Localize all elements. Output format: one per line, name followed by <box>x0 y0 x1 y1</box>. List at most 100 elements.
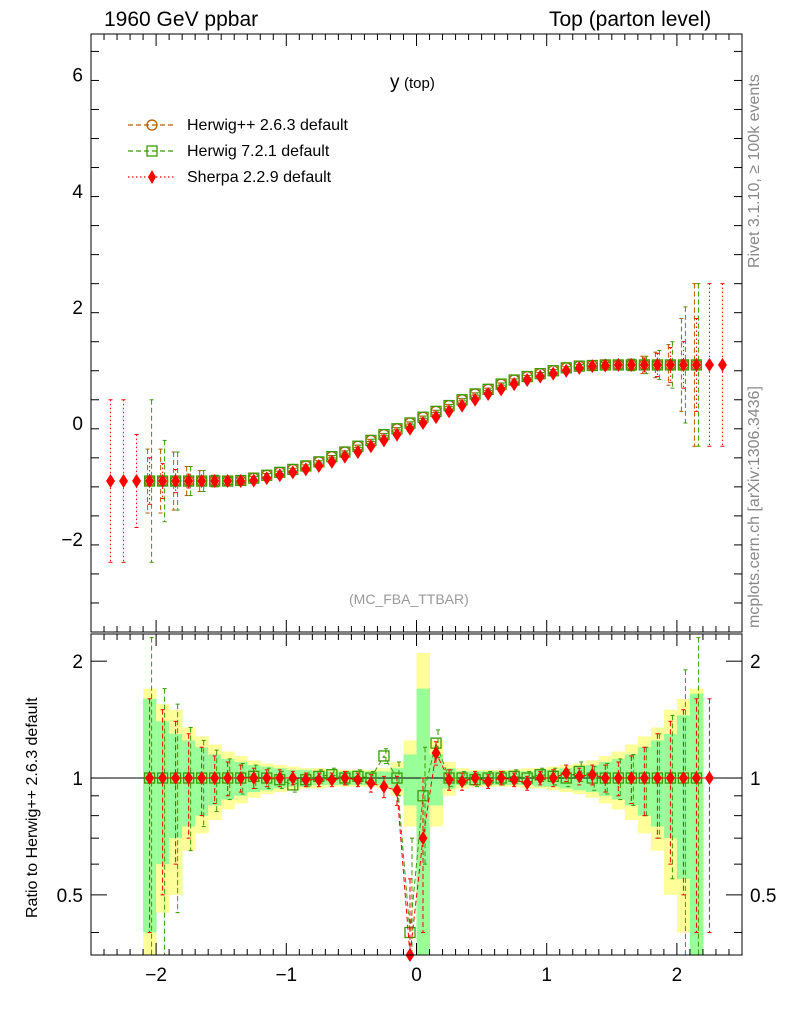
legend-label-herwigpp: Herwig++ 2.6.3 default <box>187 117 349 134</box>
ratio-herwig7-point <box>391 772 403 784</box>
x-tick-label: 1 <box>541 965 552 986</box>
sherpa-point <box>184 474 194 489</box>
sherpa-point <box>106 474 116 489</box>
ratio-sherpa-point <box>483 774 493 789</box>
sherpa-point <box>340 449 350 464</box>
ratio-sherpa-point <box>639 771 649 786</box>
main-title-sub: (top) <box>404 75 435 92</box>
main-y-tick-label: 6 <box>72 66 83 87</box>
sherpa-point <box>561 363 571 378</box>
axes: −2 −1 0 1 2 −2 0 2 4 6 0.5 0.5 1 1 2 2 <box>57 33 776 986</box>
main-y-tick-label: 4 <box>72 182 83 203</box>
sherpa-point <box>691 357 701 372</box>
x-tick-label: 0 <box>411 965 422 986</box>
sherpa-point <box>262 471 272 486</box>
sherpa-point <box>392 427 402 442</box>
legend: Herwig++ 2.6.3 default Herwig 7.2.1 defa… <box>128 117 349 186</box>
ratio-sherpa-point <box>691 771 701 786</box>
sherpa-point <box>470 392 480 407</box>
sherpa-point <box>509 377 519 392</box>
main-y-tick-label: −2 <box>61 530 83 551</box>
ratio-sherpa-point <box>249 771 259 786</box>
ratio-y-tick-label-right: 1 <box>750 769 761 790</box>
main-title: y <box>390 72 400 93</box>
sherpa-point <box>665 357 675 372</box>
sherpa-point <box>223 474 233 489</box>
ratio-y-tick-label: 0.5 <box>57 886 83 907</box>
ratio-sherpa-point <box>496 771 506 786</box>
ratio-sherpa-point <box>678 771 688 786</box>
ratio-sherpa-point <box>223 771 233 786</box>
sherpa-point <box>535 369 545 384</box>
sherpa-point <box>379 433 389 448</box>
sherpa-point <box>431 410 441 425</box>
ratio-sherpa-point <box>145 771 155 786</box>
sherpa-point <box>574 360 584 375</box>
watermark: (MC_FBA_TTBAR) <box>349 591 469 607</box>
legend-entry-herwig7: Herwig 7.2.1 default <box>128 143 330 160</box>
ratio-sherpa-point <box>626 771 636 786</box>
legend-marker-square <box>146 145 158 157</box>
sherpa-point <box>639 357 649 372</box>
sherpa-point <box>587 359 597 374</box>
ratio-sherpa-point <box>158 771 168 786</box>
ratio-sherpa-point <box>600 771 610 786</box>
ratio-sherpa-point <box>704 771 714 786</box>
header-left: 1960 GeV ppbar <box>104 8 259 31</box>
ratio-y-tick-label: 1 <box>72 769 83 790</box>
ratio-sherpa-point <box>327 772 337 787</box>
sherpa-point <box>678 357 688 372</box>
sherpa-point <box>327 454 337 469</box>
ratio-sherpa-point <box>561 766 571 781</box>
sherpa-point <box>366 439 376 454</box>
ratio-sherpa-point <box>379 779 389 794</box>
sherpa-point <box>275 468 285 483</box>
ratio-band-green <box>403 754 417 806</box>
ratio-band-green <box>429 754 444 806</box>
ratio-sherpa-point <box>210 771 220 786</box>
ratio-y-tick-label-right: 0.5 <box>750 886 776 907</box>
ratio-sherpa-point <box>392 783 402 798</box>
ratio-sherpa-point <box>275 771 285 786</box>
ratio-sherpa-point <box>366 776 376 791</box>
ratio-sherpa-point <box>548 771 558 786</box>
sherpa-point <box>314 458 324 473</box>
ratio-sherpa-point <box>665 771 675 786</box>
sherpa-point <box>119 474 129 489</box>
sherpa-point <box>444 404 454 419</box>
sherpa-point <box>652 357 662 372</box>
ratio-sherpa-point <box>587 767 597 782</box>
ratio-sherpa-point <box>535 771 545 786</box>
ratio-sherpa-point <box>574 769 584 784</box>
sherpa-point <box>158 474 168 489</box>
x-tick-label: −1 <box>275 965 297 986</box>
legend-entry-herwigpp: Herwig++ 2.6.3 default <box>128 117 349 134</box>
sherpa-point <box>704 357 714 372</box>
legend-marker-diamond <box>148 170 156 184</box>
ratio-sherpa-point <box>353 772 363 787</box>
main-y-tick-label: 2 <box>72 298 83 319</box>
ratio-sherpa-point <box>236 771 246 786</box>
sherpa-point <box>483 386 493 401</box>
sherpa-point <box>236 474 246 489</box>
sherpa-point <box>496 382 506 397</box>
sherpa-point <box>613 357 623 372</box>
ratio-sherpa-point <box>171 771 181 786</box>
legend-label-sherpa: Sherpa 2.2.9 default <box>187 169 332 186</box>
ratio-sherpa-point <box>457 774 467 789</box>
ratio-sherpa-point <box>470 771 480 786</box>
ratio-sherpa-point <box>613 771 623 786</box>
ratio-sherpa-point <box>340 771 350 786</box>
ratio-y-tick-label: 2 <box>72 652 83 673</box>
ratio-band-green <box>676 715 691 879</box>
ratio-y-tick-label-right: 2 <box>750 652 761 673</box>
ratio-sherpa-point <box>652 771 662 786</box>
ratio-sherpa-point <box>522 776 532 791</box>
ratio-sherpa-point <box>262 771 272 786</box>
ratio-sherpa-point <box>431 746 441 761</box>
sherpa-point <box>626 357 636 372</box>
x-tick-label: 2 <box>672 965 683 986</box>
ratio-sherpa-point <box>184 771 194 786</box>
sherpa-point <box>418 415 428 430</box>
